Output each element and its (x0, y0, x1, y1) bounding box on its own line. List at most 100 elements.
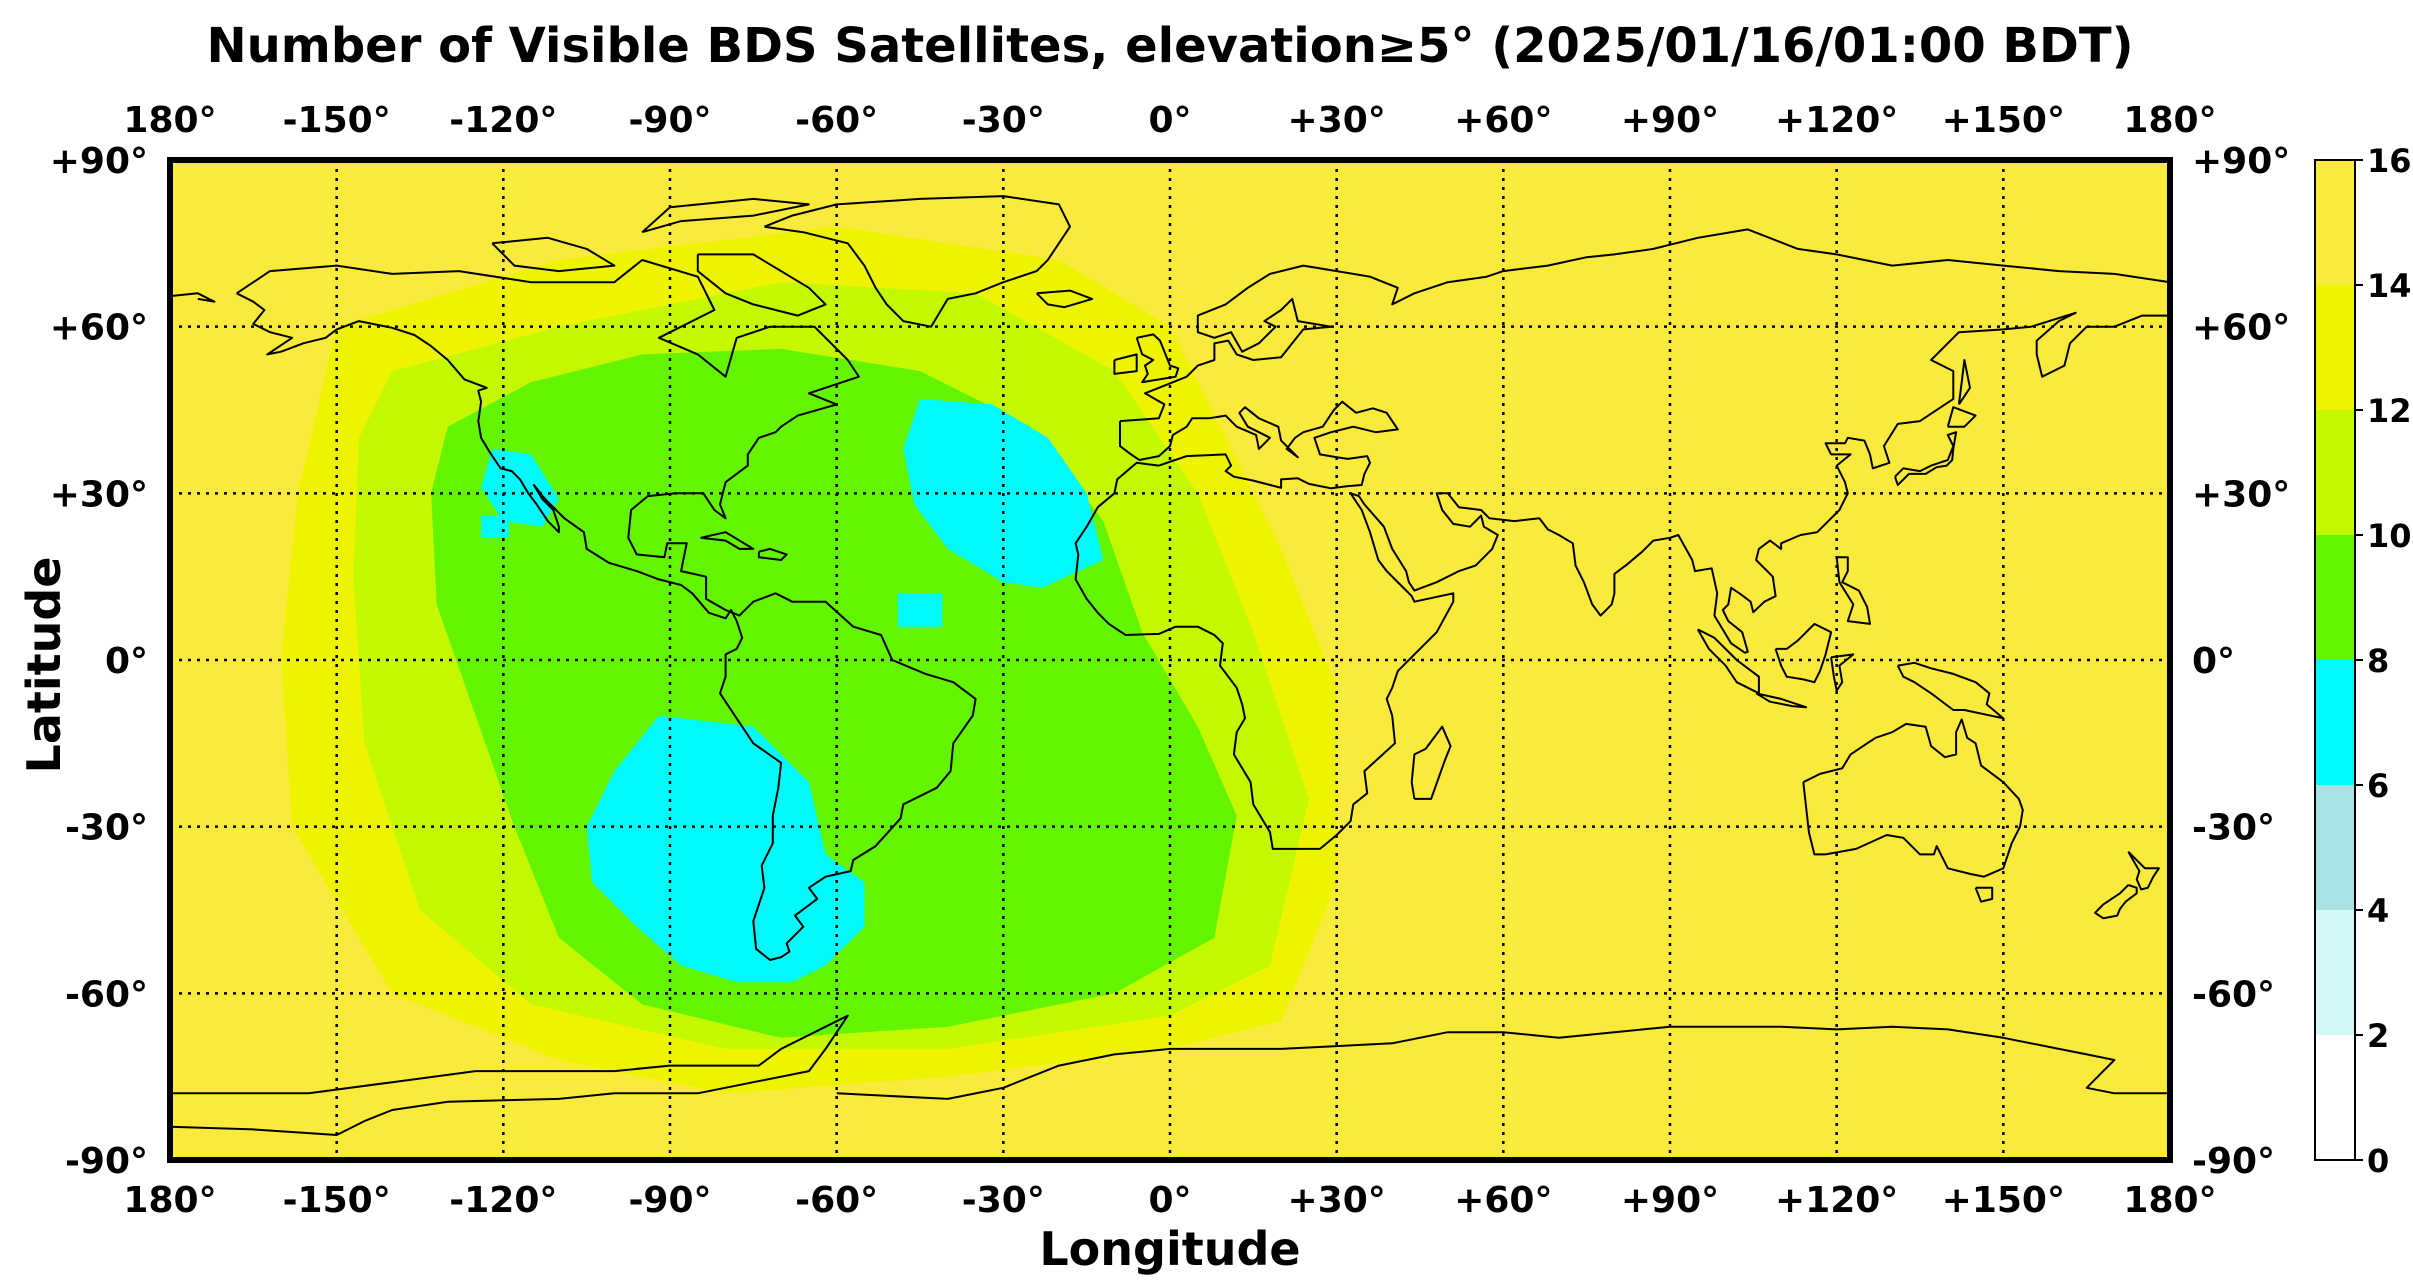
lat-tick-label: +60° (2192, 308, 2290, 349)
lon-tick-label: -30° (962, 100, 1045, 141)
lon-tick-labels-bottom: 180° -150° -120° -90° -60° -30° 0° +30° +60° +90°… (123, 1180, 2216, 1221)
lat-tick-label: 0° (2192, 641, 2235, 682)
gridlines (170, 160, 2170, 1160)
region-7 (481, 515, 509, 538)
lon-tick-label: -150° (283, 100, 391, 141)
colorbar-bin (2315, 785, 2355, 910)
colorbar-tick-label: 8 (2367, 642, 2389, 680)
coastline-2 (696, 253, 827, 317)
lon-tick-label: 180° (2123, 100, 2216, 141)
coastline-19 (1830, 653, 1855, 692)
colorbar-tick-label: 2 (2367, 1017, 2389, 1055)
lat-tick-label: +90° (50, 141, 148, 182)
coastline-25 (2094, 884, 2138, 920)
colorbar-bin (2315, 160, 2355, 285)
lat-tick-label: 0° (105, 641, 148, 682)
colorbar-tick-labels: 0 2 4 6 8 10 12 14 16 (2355, 142, 2412, 1180)
lon-tick-label: +60° (1454, 1180, 1552, 1221)
lon-tick-label: 180° (123, 100, 216, 141)
lat-tick-label: -90° (2192, 1141, 2275, 1182)
plot-frame (167, 157, 2173, 1163)
lon-tick-label: -60° (795, 1180, 878, 1221)
x-axis-label: Longitude (1039, 1222, 1300, 1276)
coastline-8 (1135, 333, 1180, 384)
lon-tick-label: 0° (1148, 1180, 1191, 1221)
y-axis-label: Latitude (17, 557, 71, 774)
coastline-0 (236, 259, 977, 961)
coastline-5 (700, 531, 755, 550)
colorbar-tick-label: 12 (2367, 392, 2412, 430)
coastline-26 (1410, 725, 1452, 800)
coastline-22 (1802, 718, 2024, 878)
lon-tick-label: +60° (1454, 100, 1552, 141)
coastline-20 (1835, 556, 1871, 625)
lon-tick-label: -90° (628, 1180, 711, 1221)
lon-tick-label: -120° (449, 1180, 557, 1221)
lon-tick-label: 180° (2123, 1180, 2216, 1221)
lon-tick-label: -30° (962, 1180, 1045, 1221)
lat-tick-labels-left: +90° +60° +30° 0° -30° -60° -90° (50, 141, 148, 1182)
lat-tick-label: +30° (50, 474, 148, 515)
colorbar-tick-label: 14 (2367, 267, 2412, 305)
lon-tick-labels-top: 180° -150° -120° -90° -60° -30° 0° +30° +60° +90°… (123, 100, 2216, 141)
lat-tick-label: -60° (65, 974, 148, 1015)
coastlines (170, 195, 2170, 1136)
coastline-12 (1074, 311, 2170, 850)
lon-tick-label: -90° (628, 100, 711, 141)
lat-tick-label: +60° (50, 308, 148, 349)
coastline-11 (170, 292, 216, 303)
lon-tick-label: +90° (1621, 1180, 1719, 1221)
lon-tick-label: +150° (1942, 100, 2065, 141)
coastline-23 (1974, 886, 1994, 903)
lon-tick-label: +150° (1942, 1180, 2065, 1221)
lon-tick-label: 0° (1148, 100, 1191, 141)
colorbar-tick-label: 10 (2367, 517, 2412, 555)
lat-tick-label: -30° (2192, 808, 2275, 849)
coastline-13 (1894, 431, 1958, 486)
colorbar-tick-label: 4 (2367, 892, 2389, 930)
colorbar (2314, 159, 2356, 1161)
lon-tick-label: +120° (1775, 1180, 1898, 1221)
lat-tick-label: +30° (2192, 474, 2290, 515)
colorbar-bin (2315, 535, 2355, 660)
lat-tick-label: +90° (2192, 141, 2290, 182)
coastline-1 (764, 195, 1071, 328)
coastline-17 (1755, 692, 1808, 709)
colorbar-bin (2315, 410, 2355, 535)
lon-tick-label: +90° (1621, 100, 1719, 141)
colorbar-bin (2315, 285, 2355, 410)
colorbar-tick-label: 0 (2367, 1142, 2389, 1180)
lat-tick-label: -60° (2192, 974, 2275, 1015)
coastline-15 (1957, 359, 1971, 405)
lon-tick-label: -60° (795, 100, 878, 141)
plot-area (170, 160, 2170, 1160)
region-8 (897, 593, 943, 627)
coastline-4 (491, 236, 616, 273)
lon-tick-label: -120° (449, 100, 557, 141)
coastline-9 (1113, 353, 1138, 375)
lat-tick-label: -30° (65, 808, 148, 849)
chart-title: Number of Visible BDS Satellites, elevat… (206, 18, 2133, 74)
coastline-27 (170, 1014, 849, 1136)
colorbar-tick-label: 16 (2367, 142, 2412, 180)
coastline-21 (1896, 661, 2005, 720)
lon-tick-label: +30° (1288, 1180, 1386, 1221)
lon-tick-label: -150° (283, 1180, 391, 1221)
lon-tick-label: 180° (123, 1180, 216, 1221)
colorbar-bin (2315, 660, 2355, 785)
coastline-24 (2127, 850, 2160, 891)
lon-tick-label: +30° (1288, 100, 1386, 141)
coastline-18 (1774, 622, 1833, 684)
colorbar-bin (2315, 1035, 2355, 1160)
coastline-28 (836, 1025, 2170, 1100)
lat-tick-labels-right: +90° +60° +30° 0° -30° -60° -90° (2192, 141, 2290, 1182)
coastline-10 (1119, 228, 2170, 423)
coastline-6 (757, 547, 788, 561)
colorbar-bin (2315, 910, 2355, 1035)
coastline-14 (1946, 406, 1977, 428)
coastline-7 (1035, 289, 1094, 309)
colorbar-tick-label: 6 (2367, 767, 2389, 805)
lat-tick-label: -90° (65, 1141, 148, 1182)
